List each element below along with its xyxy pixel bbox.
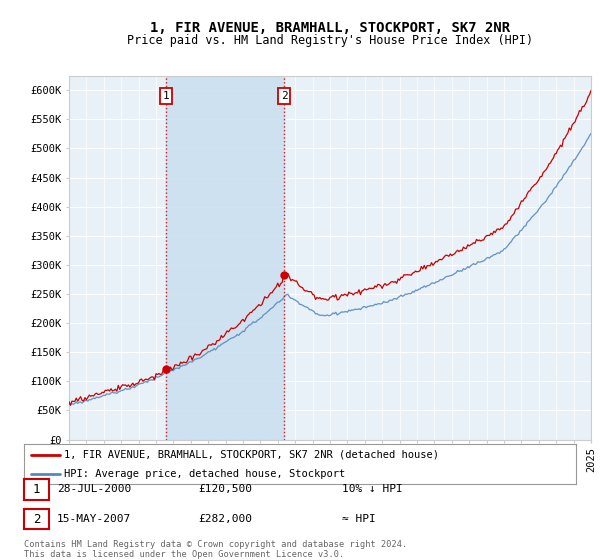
- Text: Price paid vs. HM Land Registry's House Price Index (HPI): Price paid vs. HM Land Registry's House …: [127, 34, 533, 46]
- Text: 1, FIR AVENUE, BRAMHALL, STOCKPORT, SK7 2NR (detached house): 1, FIR AVENUE, BRAMHALL, STOCKPORT, SK7 …: [64, 450, 439, 460]
- Text: HPI: Average price, detached house, Stockport: HPI: Average price, detached house, Stoc…: [64, 469, 345, 478]
- Text: ≈ HPI: ≈ HPI: [342, 514, 376, 524]
- Text: 1: 1: [163, 91, 169, 101]
- Text: 2: 2: [281, 91, 287, 101]
- Text: 1: 1: [33, 483, 40, 496]
- Text: £282,000: £282,000: [198, 514, 252, 524]
- Text: 2: 2: [33, 512, 40, 526]
- Text: 1, FIR AVENUE, BRAMHALL, STOCKPORT, SK7 2NR: 1, FIR AVENUE, BRAMHALL, STOCKPORT, SK7 …: [150, 21, 510, 35]
- Bar: [166, 76, 284, 440]
- Text: 10% ↓ HPI: 10% ↓ HPI: [342, 484, 403, 494]
- Text: 28-JUL-2000: 28-JUL-2000: [57, 484, 131, 494]
- Text: 15-MAY-2007: 15-MAY-2007: [57, 514, 131, 524]
- Text: £120,500: £120,500: [198, 484, 252, 494]
- Text: Contains HM Land Registry data © Crown copyright and database right 2024.
This d: Contains HM Land Registry data © Crown c…: [24, 540, 407, 559]
